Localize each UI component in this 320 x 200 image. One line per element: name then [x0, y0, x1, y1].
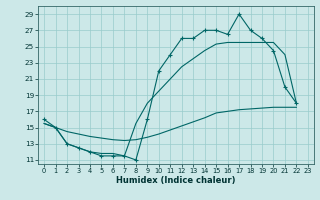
X-axis label: Humidex (Indice chaleur): Humidex (Indice chaleur) — [116, 176, 236, 185]
